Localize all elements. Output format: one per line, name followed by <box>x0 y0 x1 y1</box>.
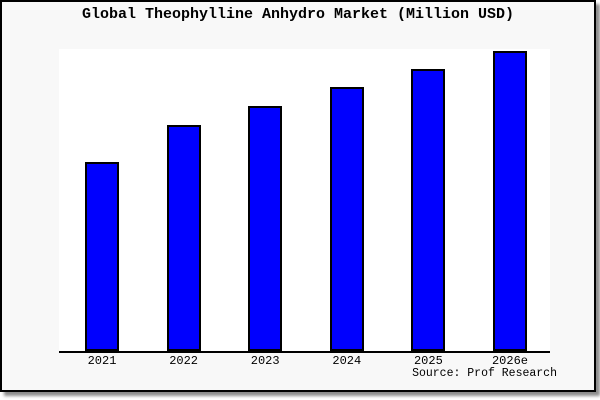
x-tick-label-2025: 2025 <box>413 354 443 368</box>
x-tick-label-2024: 2024 <box>332 354 362 368</box>
x-tick-label-2026e: 2026e <box>491 354 528 368</box>
plot-area <box>59 49 550 353</box>
x-tick-label-2023: 2023 <box>250 354 280 368</box>
bar-2024 <box>329 87 364 351</box>
bar-2026e <box>493 51 527 351</box>
bar-2023 <box>248 106 283 351</box>
bar-2025 <box>411 69 446 351</box>
source-note: Source: Prof Research <box>412 367 557 380</box>
bar-2022 <box>166 125 201 351</box>
chart-title: Global Theophylline Anhydro Market (Mill… <box>81 6 515 23</box>
x-tick-label-2021: 2021 <box>87 354 117 368</box>
bar-2021 <box>85 162 119 351</box>
x-tick-label-2022: 2022 <box>169 354 198 368</box>
